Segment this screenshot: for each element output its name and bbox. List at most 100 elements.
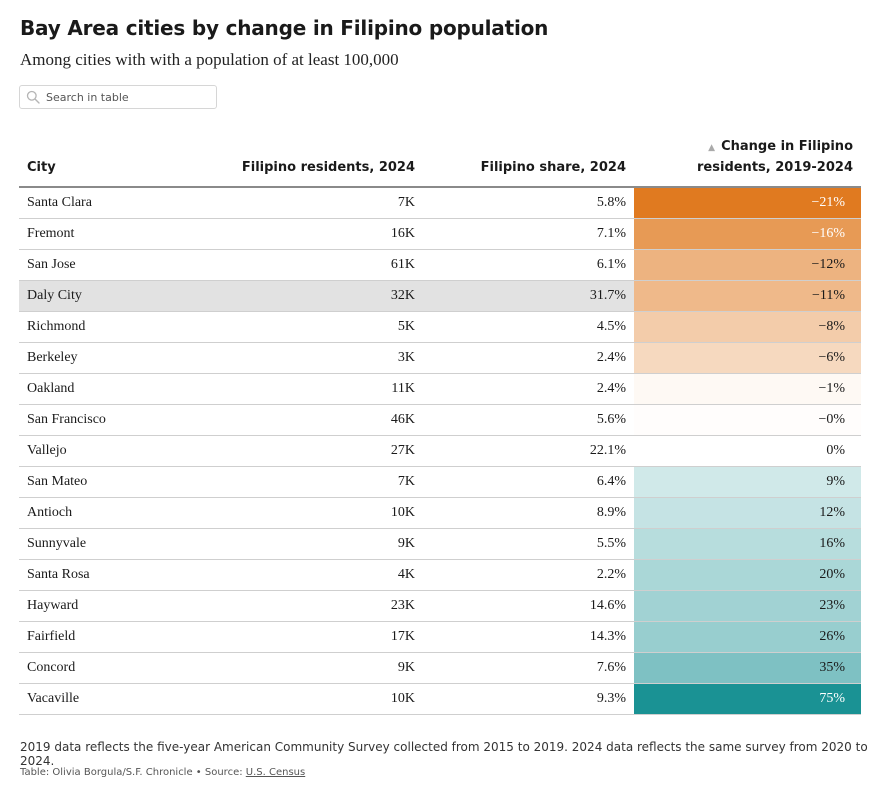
table-row: Oakland 11K 2.4% −1% <box>19 373 861 405</box>
cell-share: 8.9% <box>423 497 634 529</box>
credit-text: Table: Olivia Borgula/S.F. Chronicle • S… <box>20 767 246 778</box>
cell-change: 75% <box>634 683 861 715</box>
cell-residents: 3K <box>209 342 423 374</box>
cell-city: San Francisco <box>19 404 209 436</box>
table-row: Fairfield 17K 14.3% 26% <box>19 621 861 653</box>
table-row: Concord 9K 7.6% 35% <box>19 652 861 684</box>
cell-share: 5.6% <box>423 404 634 436</box>
table-row: Santa Clara 7K 5.8% −21% <box>19 187 861 219</box>
cell-share: 6.1% <box>423 249 634 281</box>
cell-city: Hayward <box>19 590 209 622</box>
cell-change: 35% <box>634 652 861 684</box>
column-header-residents[interactable]: Filipino residents, 2024 <box>209 135 423 188</box>
cell-share: 5.5% <box>423 528 634 560</box>
table-row: Richmond 5K 4.5% −8% <box>19 311 861 343</box>
cell-residents: 10K <box>209 683 423 715</box>
cell-city: Fairfield <box>19 621 209 653</box>
cell-change: −12% <box>634 249 861 281</box>
cell-share: 7.6% <box>423 652 634 684</box>
cell-residents: 7K <box>209 466 423 498</box>
cell-change: −0% <box>634 404 861 436</box>
table-row: Santa Rosa 4K 2.2% 20% <box>19 559 861 591</box>
data-table: City Filipino residents, 2024 Filipino s… <box>19 135 861 715</box>
cell-change: 0% <box>634 435 861 467</box>
cell-change: −21% <box>634 187 861 219</box>
cell-change: −11% <box>634 280 861 312</box>
cell-city: Sunnyvale <box>19 528 209 560</box>
chart-subtitle: Among cities with with a population of a… <box>20 50 399 69</box>
table-row: Vallejo 27K 22.1% 0% <box>19 435 861 467</box>
table-row: Fremont 16K 7.1% −16% <box>19 218 861 250</box>
cell-residents: 17K <box>209 621 423 653</box>
table-body: Santa Clara 7K 5.8% −21% Fremont 16K 7.1% −16% S… <box>19 187 861 715</box>
source-link[interactable]: U.S. Census <box>245 767 306 778</box>
cell-residents: 10K <box>209 497 423 529</box>
footnote: 2019 data reflects the five-year America… <box>20 740 868 768</box>
sort-ascending-icon: ▲ <box>708 143 716 153</box>
table-row: Vacaville 10K 9.3% 75% <box>19 683 861 715</box>
cell-residents: 4K <box>209 559 423 591</box>
table-row: San Mateo 7K 6.4% 9% <box>19 466 861 498</box>
cell-city: San Jose <box>19 249 209 281</box>
cell-residents: 23K <box>209 590 423 622</box>
cell-change: 23% <box>634 590 861 622</box>
cell-residents: 27K <box>209 435 423 467</box>
cell-share: 2.2% <box>423 559 634 591</box>
cell-change: −8% <box>634 311 861 343</box>
cell-residents: 32K <box>209 280 423 312</box>
chart-title: Bay Area cities by change in Filipino po… <box>20 16 549 40</box>
column-header-city[interactable]: City <box>19 135 209 188</box>
cell-change: 20% <box>634 559 861 591</box>
cell-share: 2.4% <box>423 342 634 374</box>
cell-share: 5.8% <box>423 187 634 219</box>
table-row: San Jose 61K 6.1% −12% <box>19 249 861 281</box>
cell-city: Santa Rosa <box>19 559 209 591</box>
cell-city: Richmond <box>19 311 209 343</box>
table-row: Antioch 10K 8.9% 12% <box>19 497 861 529</box>
cell-city: Vallejo <box>19 435 209 467</box>
search-box[interactable] <box>19 85 217 109</box>
cell-share: 14.3% <box>423 621 634 653</box>
table-header-row: City Filipino residents, 2024 Filipino s… <box>19 135 861 188</box>
table-row: Daly City 32K 31.7% −11% <box>19 280 861 312</box>
cell-share: 6.4% <box>423 466 634 498</box>
cell-change: 9% <box>634 466 861 498</box>
cell-change: 16% <box>634 528 861 560</box>
cell-change: −6% <box>634 342 861 374</box>
cell-residents: 61K <box>209 249 423 281</box>
cell-share: 4.5% <box>423 311 634 343</box>
cell-city: Santa Clara <box>19 187 209 219</box>
cell-share: 22.1% <box>423 435 634 467</box>
cell-change: −1% <box>634 373 861 405</box>
cell-residents: 11K <box>209 373 423 405</box>
table-row: San Francisco 46K 5.6% −0% <box>19 404 861 436</box>
cell-residents: 16K <box>209 218 423 250</box>
column-header-share[interactable]: Filipino share, 2024 <box>423 135 634 188</box>
table-row: Hayward 23K 14.6% 23% <box>19 590 861 622</box>
cell-change: 26% <box>634 621 861 653</box>
cell-city: Berkeley <box>19 342 209 374</box>
cell-residents: 7K <box>209 187 423 219</box>
cell-city: Antioch <box>19 497 209 529</box>
cell-change: 12% <box>634 497 861 529</box>
cell-share: 2.4% <box>423 373 634 405</box>
search-input[interactable] <box>46 88 211 106</box>
cell-city: San Mateo <box>19 466 209 498</box>
search-icon <box>26 90 40 104</box>
column-header-change-line1: Change in Filipino <box>721 139 853 154</box>
cell-city: Concord <box>19 652 209 684</box>
table-row: Berkeley 3K 2.4% −6% <box>19 342 861 374</box>
column-header-change-line2: residents, 2019-2024 <box>697 160 853 175</box>
cell-share: 9.3% <box>423 683 634 715</box>
column-header-change[interactable]: ▲ Change in Filipino residents, 2019-2024 <box>634 135 861 188</box>
credit-line: Table: Olivia Borgula/S.F. Chronicle • S… <box>20 767 305 778</box>
cell-residents: 46K <box>209 404 423 436</box>
cell-share: 14.6% <box>423 590 634 622</box>
cell-residents: 9K <box>209 528 423 560</box>
cell-residents: 9K <box>209 652 423 684</box>
cell-share: 31.7% <box>423 280 634 312</box>
cell-city: Fremont <box>19 218 209 250</box>
cell-residents: 5K <box>209 311 423 343</box>
cell-city: Oakland <box>19 373 209 405</box>
cell-share: 7.1% <box>423 218 634 250</box>
